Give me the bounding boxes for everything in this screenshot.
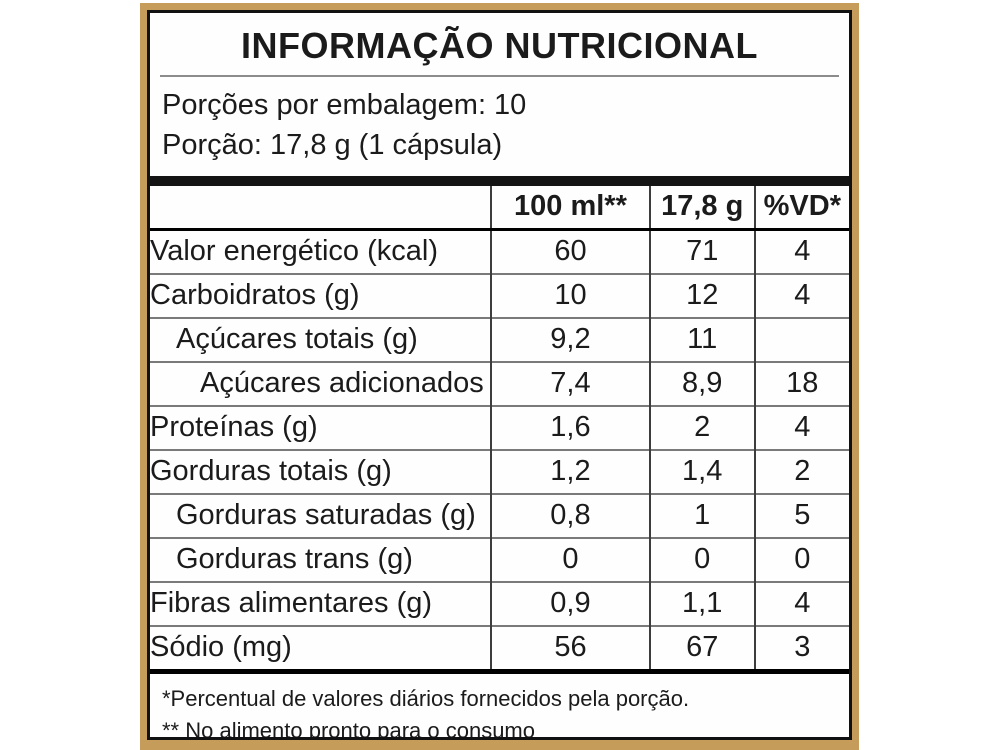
table-row: Fibras alimentares (g) 0,9 1,1 4	[150, 581, 849, 626]
nutrition-label-frame: INFORMAÇÃO NUTRICIONAL Porções por embal…	[140, 3, 859, 750]
table-row: Açúcares totais (g) 9,2 11	[150, 317, 849, 362]
value-vd: 4	[753, 229, 849, 274]
footnote-daily-values: *Percentual de valores diários fornecido…	[162, 685, 690, 711]
servings-per-package: Porções por embalagem: 10	[162, 89, 527, 122]
value-serving: 1,1	[648, 581, 755, 626]
value-vd: 5	[753, 493, 849, 538]
value-vd	[753, 317, 849, 362]
table-row: Gorduras saturadas (g) 0,8 1 5	[150, 493, 849, 538]
table-top-bar	[150, 175, 849, 186]
table-row: Sódio (mg) 56 67 3	[150, 625, 849, 669]
value-vd: 2	[753, 449, 849, 494]
value-serving: 1,4	[648, 449, 755, 494]
nutrition-label: INFORMAÇÃO NUTRICIONAL Porções por embal…	[147, 10, 852, 740]
nutrient-label: Carboidratos (g)	[150, 279, 360, 312]
nutrient-label: Proteínas (g)	[150, 411, 318, 444]
serving-size: Porção: 17,8 g (1 cápsula)	[162, 128, 503, 161]
nutrient-label: Açúcares adicionados (g)	[200, 367, 491, 400]
value-100ml: 60	[490, 229, 650, 274]
value-serving: 11	[648, 317, 755, 362]
nutrient-label: Gorduras totais (g)	[150, 455, 392, 488]
table-row: Açúcares adicionados (g) 7,4 8,9 18	[150, 361, 849, 406]
table-row: Carboidratos (g) 10 12 4	[150, 273, 849, 318]
value-100ml: 1,2	[490, 449, 650, 494]
value-serving: 0	[648, 537, 755, 582]
col-header-nutrient	[150, 185, 492, 231]
table-bottom-bar	[150, 668, 849, 674]
nutrient-label: Açúcares totais (g)	[176, 323, 418, 356]
nutrient-label: Valor energético (kcal)	[150, 235, 438, 268]
value-100ml: 1,6	[490, 405, 650, 450]
nutrient-label: Gorduras trans (g)	[176, 543, 413, 576]
nutrient-label: Gorduras saturadas (g)	[176, 499, 476, 532]
value-100ml: 0,9	[490, 581, 650, 626]
value-vd: 4	[753, 273, 849, 318]
value-vd: 18	[753, 361, 849, 406]
table-row: Proteínas (g) 1,6 2 4	[150, 405, 849, 450]
col-header-100ml: 100 ml**	[490, 185, 650, 231]
value-serving: 8,9	[648, 361, 755, 406]
table-row: Gorduras trans (g) 0 0 0	[150, 537, 849, 582]
value-100ml: 9,2	[490, 317, 650, 362]
table-row: Valor energético (kcal) 60 71 4	[150, 229, 849, 274]
nutrient-label: Fibras alimentares (g)	[150, 587, 433, 620]
value-serving: 2	[648, 405, 755, 450]
col-header-serving: 17,8 g	[648, 185, 755, 231]
nutrition-table: 100 ml** 17,8 g %VD* Valor energético (k…	[150, 185, 849, 669]
footnotes: *Percentual de valores diários fornecido…	[162, 683, 837, 740]
value-serving: 1	[648, 493, 755, 538]
value-100ml: 0,8	[490, 493, 650, 538]
table-header-row: 100 ml** 17,8 g %VD*	[150, 185, 849, 231]
value-100ml: 7,4	[490, 361, 650, 406]
value-serving: 71	[648, 229, 755, 274]
value-vd: 3	[753, 625, 849, 669]
footnote-ready-to-consume: ** No alimento pronto para o consumo	[162, 717, 535, 740]
value-100ml: 56	[490, 625, 650, 669]
value-vd: 4	[753, 581, 849, 626]
value-vd: 4	[753, 405, 849, 450]
value-serving: 12	[648, 273, 755, 318]
value-100ml: 10	[490, 273, 650, 318]
table-row: Gorduras totais (g) 1,2 1,4 2	[150, 449, 849, 494]
title-divider	[160, 75, 839, 78]
col-header-vd: %VD*	[753, 185, 849, 231]
nutrient-label: Sódio (mg)	[150, 631, 292, 664]
value-vd: 0	[753, 537, 849, 582]
value-serving: 67	[648, 625, 755, 669]
value-100ml: 0	[490, 537, 650, 582]
label-title: INFORMAÇÃO NUTRICIONAL	[241, 25, 758, 66]
